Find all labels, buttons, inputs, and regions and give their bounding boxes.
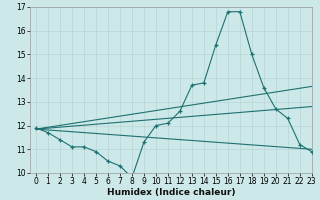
X-axis label: Humidex (Indice chaleur): Humidex (Indice chaleur) xyxy=(107,188,235,197)
